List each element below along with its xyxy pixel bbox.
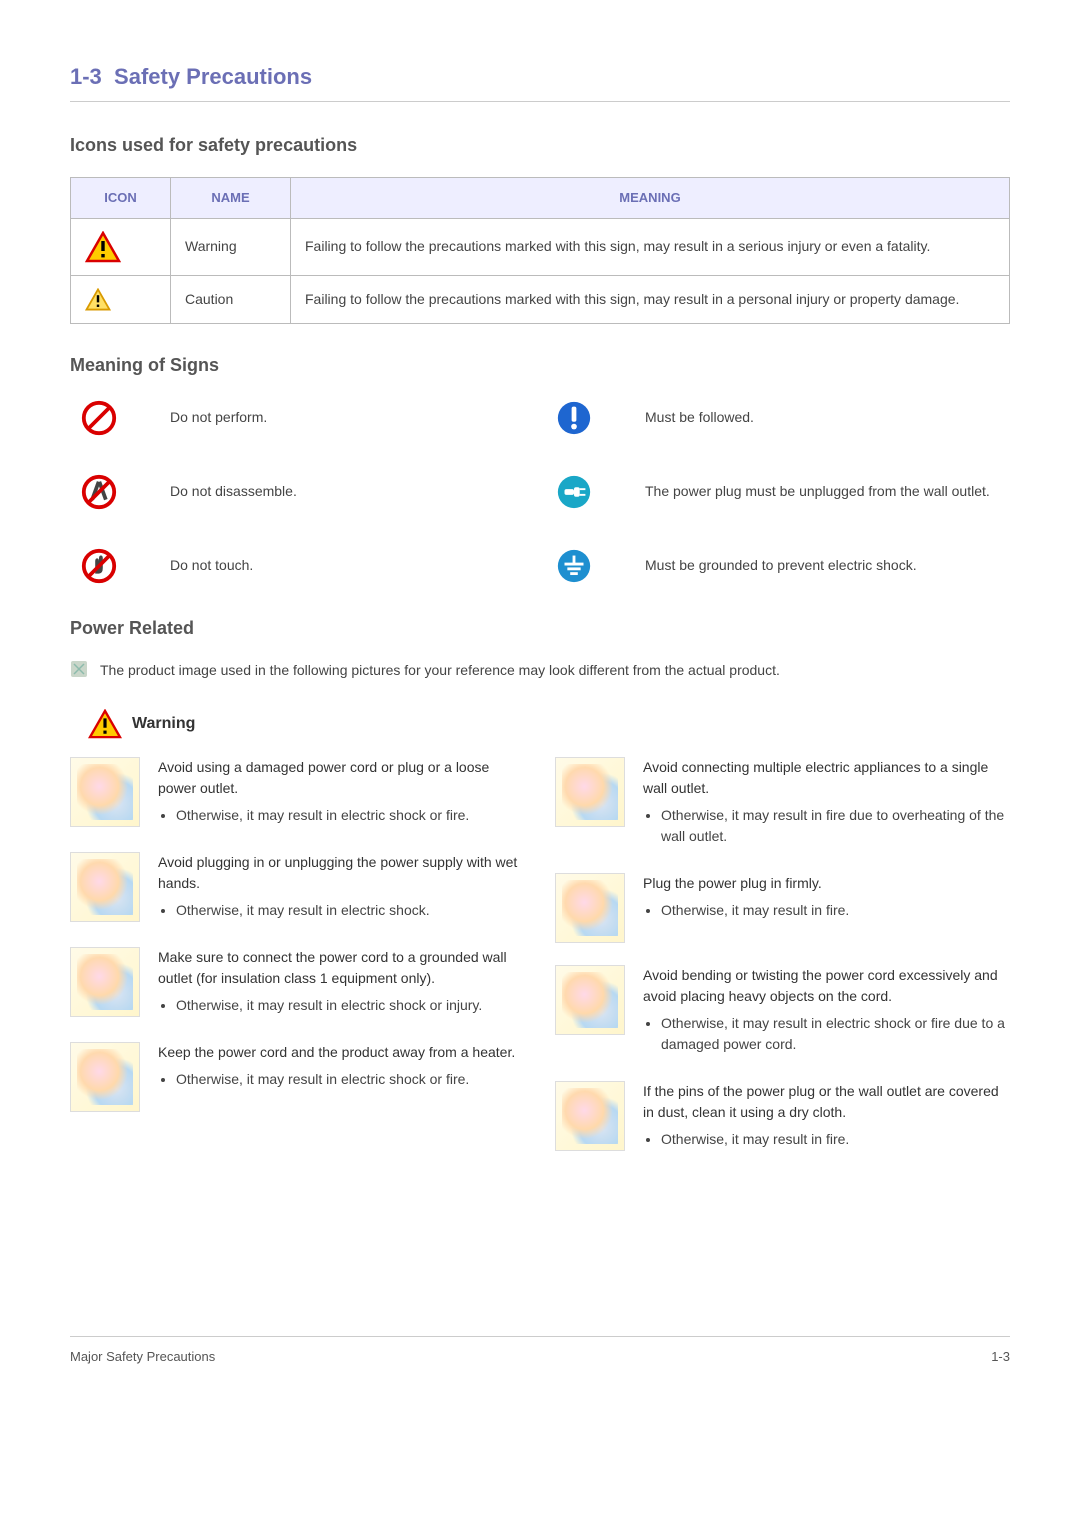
must-icon bbox=[555, 399, 615, 437]
right-column: Avoid connecting multiple electric appli… bbox=[555, 757, 1010, 1176]
table-row: Caution Failing to follow the precaution… bbox=[71, 275, 1010, 323]
precaution-illustration bbox=[555, 757, 625, 827]
row-name: Caution bbox=[171, 275, 291, 323]
precaution-bullet: Otherwise, it may result in fire due to … bbox=[661, 805, 1010, 847]
precaution-main: Avoid bending or twisting the power cord… bbox=[643, 965, 1010, 1007]
precaution-item: Avoid plugging in or unplugging the powe… bbox=[70, 852, 525, 925]
icons-table: ICON NAME MEANING Warning Failing to fol… bbox=[70, 177, 1010, 324]
precaution-bullet: Otherwise, it may result in electric sho… bbox=[176, 805, 525, 826]
precaution-bullet: Otherwise, it may result in electric sho… bbox=[176, 995, 525, 1016]
warning-icon bbox=[85, 231, 156, 263]
icons-table-heading: Icons used for safety precautions bbox=[70, 132, 1010, 159]
table-row: Warning Failing to follow the precaution… bbox=[71, 218, 1010, 275]
warning-icon bbox=[88, 709, 122, 739]
prohibit-icon bbox=[80, 399, 140, 437]
section-name: Safety Precautions bbox=[114, 64, 312, 89]
note-text: The product image used in the following … bbox=[100, 660, 780, 681]
precaution-item: Avoid using a damaged power cord or plug… bbox=[70, 757, 525, 830]
sign-text: Do not touch. bbox=[170, 555, 525, 576]
sign-text: The power plug must be unplugged from th… bbox=[645, 481, 1000, 502]
section-number: 1-3 bbox=[70, 64, 102, 89]
precaution-illustration bbox=[70, 757, 140, 827]
section-title: 1-3 Safety Precautions bbox=[70, 60, 1010, 102]
footer-left: Major Safety Precautions bbox=[70, 1347, 215, 1367]
col-meaning: MEANING bbox=[291, 178, 1010, 219]
precaution-main: If the pins of the power plug or the wal… bbox=[643, 1081, 1010, 1123]
reference-note: The product image used in the following … bbox=[70, 660, 1010, 681]
precaution-main: Make sure to connect the power cord to a… bbox=[158, 947, 525, 989]
precaution-bullet: Otherwise, it may result in fire. bbox=[661, 1129, 1010, 1150]
sign-text: Must be followed. bbox=[645, 407, 1000, 428]
page-footer: Major Safety Precautions 1-3 bbox=[70, 1336, 1010, 1367]
sign-text: Must be grounded to prevent electric sho… bbox=[645, 555, 1000, 576]
precaution-illustration bbox=[555, 965, 625, 1035]
row-meaning: Failing to follow the precautions marked… bbox=[291, 218, 1010, 275]
precaution-item: Plug the power plug in firmly. Otherwise,… bbox=[555, 873, 1010, 943]
row-meaning: Failing to follow the precautions marked… bbox=[291, 275, 1010, 323]
precaution-illustration bbox=[70, 947, 140, 1017]
precaution-bullet: Otherwise, it may result in fire. bbox=[661, 900, 1010, 921]
row-name: Warning bbox=[171, 218, 291, 275]
left-column: Avoid using a damaged power cord or plug… bbox=[70, 757, 525, 1176]
warning-label: Warning bbox=[132, 712, 195, 736]
precaution-bullet: Otherwise, it may result in electric sho… bbox=[176, 900, 525, 921]
power-heading: Power Related bbox=[70, 615, 1010, 642]
col-name: NAME bbox=[171, 178, 291, 219]
precaution-columns: Avoid using a damaged power cord or plug… bbox=[70, 757, 1010, 1176]
precaution-main: Plug the power plug in firmly. bbox=[643, 873, 1010, 894]
col-icon: ICON bbox=[71, 178, 171, 219]
precaution-main: Avoid using a damaged power cord or plug… bbox=[158, 757, 525, 799]
unplug-icon bbox=[555, 473, 615, 511]
sign-text: Do not disassemble. bbox=[170, 481, 525, 502]
precaution-bullet: Otherwise, it may result in electric sho… bbox=[661, 1013, 1010, 1055]
footer-right: 1-3 bbox=[991, 1347, 1010, 1367]
sign-text: Do not perform. bbox=[170, 407, 525, 428]
signs-grid: Do not perform. Must be followed. Do not… bbox=[80, 399, 1000, 585]
precaution-item: Avoid bending or twisting the power cord… bbox=[555, 965, 1010, 1059]
precaution-item: Keep the power cord and the product away… bbox=[70, 1042, 525, 1112]
signs-heading: Meaning of Signs bbox=[70, 352, 1010, 379]
precaution-item: Make sure to connect the power cord to a… bbox=[70, 947, 525, 1020]
no-touch-icon bbox=[80, 547, 140, 585]
precaution-main: Keep the power cord and the product away… bbox=[158, 1042, 525, 1063]
warning-header: Warning bbox=[88, 709, 1010, 739]
no-disassemble-icon bbox=[80, 473, 140, 511]
precaution-illustration bbox=[70, 852, 140, 922]
precaution-main: Avoid plugging in or unplugging the powe… bbox=[158, 852, 525, 894]
precaution-item: Avoid connecting multiple electric appli… bbox=[555, 757, 1010, 851]
precaution-item: If the pins of the power plug or the wal… bbox=[555, 1081, 1010, 1154]
precaution-illustration bbox=[70, 1042, 140, 1112]
precaution-main: Avoid connecting multiple electric appli… bbox=[643, 757, 1010, 799]
note-icon bbox=[70, 660, 88, 678]
precaution-illustration bbox=[555, 873, 625, 943]
caution-icon bbox=[85, 288, 156, 311]
precaution-illustration bbox=[555, 1081, 625, 1151]
ground-icon bbox=[555, 547, 615, 585]
precaution-bullet: Otherwise, it may result in electric sho… bbox=[176, 1069, 525, 1090]
